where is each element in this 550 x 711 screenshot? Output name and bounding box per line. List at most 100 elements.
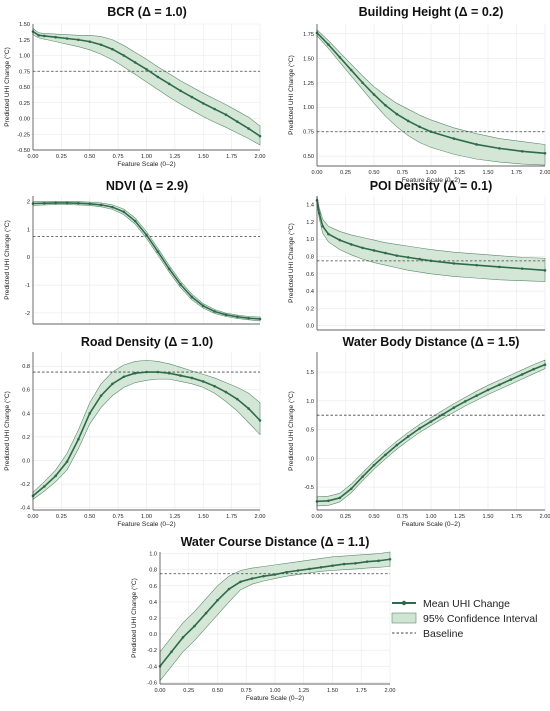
y-tick-label: 0.75	[303, 130, 314, 136]
mean-point	[317, 211, 321, 215]
mean-point	[54, 35, 57, 39]
mean-point	[532, 367, 535, 371]
mean-point	[273, 573, 277, 576]
mean-point	[190, 95, 194, 99]
x-tick-label: 1.25	[298, 688, 309, 694]
mean-point	[543, 363, 547, 366]
mean-point	[54, 201, 57, 205]
mean-point	[145, 68, 148, 71]
y-tick-label: 0.4	[306, 289, 314, 295]
y-tick-label: 0.50	[303, 154, 314, 160]
mean-point	[179, 374, 182, 377]
x-tick-label: 0.50	[369, 514, 380, 520]
mean-point	[543, 269, 547, 272]
x-tick-label: 0.00	[312, 514, 323, 520]
panel-title: Water Course Distance (Δ = 1.1)	[181, 535, 370, 549]
x-tick-label: 1.00	[426, 514, 437, 520]
y-tick-label: -0.5	[304, 485, 314, 491]
mean-point	[224, 390, 228, 394]
mean-point	[236, 315, 239, 319]
mean-point	[498, 265, 501, 269]
mean-point	[509, 378, 513, 381]
x-tick-label: 0.25	[56, 154, 67, 160]
mean-point	[520, 267, 524, 270]
mean-point	[475, 143, 478, 146]
mean-point	[418, 427, 421, 430]
mean-point	[236, 120, 239, 123]
mean-point	[258, 419, 262, 422]
mean-point	[247, 407, 250, 410]
mean-point	[395, 112, 399, 116]
mean-point	[65, 460, 69, 463]
mean-point	[321, 224, 325, 228]
x-tick-label: 0.50	[369, 170, 380, 176]
y-tick-label: -0.4	[147, 664, 157, 670]
mean-point	[498, 147, 501, 150]
mean-point	[213, 107, 216, 111]
chart-panel: -0.6 -0.4 -0.2 0.0 0.2 0.4 0.6 0.8 1.0 0.00 0.25 0.…	[130, 535, 395, 702]
mean-point	[372, 249, 376, 252]
y-tick-label: 1.0	[306, 399, 314, 405]
mean-point	[349, 487, 353, 491]
mean-point	[308, 567, 311, 571]
x-tick-label: 1.75	[511, 514, 522, 520]
mean-point	[319, 565, 323, 569]
y-axis-label: Predicted UHI Change (°C)	[3, 391, 11, 471]
x-tick-label: 1.50	[483, 514, 494, 520]
legend: Mean UHI Change 95% Confidence Interval …	[391, 598, 537, 640]
panel-title: Road Density (Δ = 1.0)	[81, 335, 213, 349]
y-tick-label: 1.50	[303, 56, 314, 62]
mean-point	[406, 435, 410, 438]
y-tick-label: 1.00	[303, 105, 314, 111]
x-tick-label: 0.75	[113, 154, 124, 160]
x-tick-label: 0.75	[397, 170, 408, 176]
mean-point	[99, 203, 103, 207]
mean-point	[338, 496, 342, 500]
legend-mean-marker	[401, 600, 407, 606]
mean-point	[361, 246, 364, 250]
mean-line	[316, 32, 546, 155]
x-tick-label: 0.75	[113, 514, 124, 520]
mean-point	[441, 413, 444, 416]
mean-point	[520, 373, 524, 376]
mean-point	[190, 376, 194, 380]
mean-point	[213, 384, 216, 388]
mean-point	[239, 580, 242, 584]
mean-point	[236, 397, 239, 401]
mean-point	[338, 238, 342, 242]
mean-point	[388, 557, 392, 561]
x-tick-label: 0.25	[340, 514, 351, 520]
mean-point	[227, 587, 231, 591]
mean-point	[361, 475, 364, 478]
mean-point	[406, 119, 410, 123]
mean-point	[204, 611, 208, 615]
x-tick-label: 0.00	[312, 170, 323, 176]
y-tick-label: 1.25	[303, 81, 314, 87]
mean-point	[122, 375, 126, 379]
legend-ci-label: 95% Confidence Interval	[423, 613, 537, 625]
legend-mean-label: Mean UHI Change	[423, 598, 510, 610]
mean-line	[316, 200, 546, 272]
chart-panel: -0.4 -0.2 0.0 0.2 0.4 0.6 0.8 0.00 0.25 0.50 0.75 1…	[3, 335, 265, 528]
mean-point	[258, 317, 262, 321]
y-tick-label: 0.0	[149, 632, 157, 638]
x-tick-label: 2.00	[385, 688, 396, 694]
mean-point	[395, 443, 399, 447]
mean-point	[111, 47, 114, 51]
x-tick-label: 0.50	[84, 154, 95, 160]
mean-point	[418, 125, 421, 129]
y-tick-label: -0.50	[17, 148, 30, 154]
y-tick-label: 0.25	[19, 101, 30, 107]
x-tick-label: 0.50	[212, 688, 223, 694]
mean-point	[429, 420, 433, 423]
y-tick-label: 1.25	[19, 38, 30, 44]
y-tick-label: 0.00	[19, 117, 30, 123]
x-tick-label: 1.75	[356, 688, 367, 694]
mean-point	[156, 250, 160, 253]
mean-point	[262, 574, 265, 578]
mean-point	[216, 598, 219, 602]
x-tick-label: 0.75	[397, 514, 408, 520]
y-tick-label: 1.0	[149, 552, 157, 558]
y-tick-label: 0.8	[22, 364, 30, 370]
x-tick-label: 1.25	[454, 514, 465, 520]
